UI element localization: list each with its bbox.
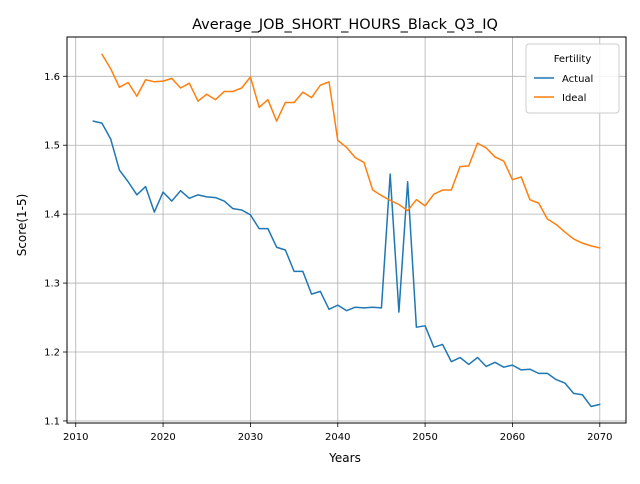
- y-tick-label: 1.3: [44, 279, 60, 290]
- legend-box: [525, 43, 620, 114]
- legend-label-ideal: Ideal: [562, 93, 586, 104]
- legend: Fertility Actual Ideal: [525, 43, 620, 114]
- y-tick-label: 1.2: [44, 348, 60, 359]
- series-line-ideal: [101, 53, 601, 249]
- y-tick-label: 1.1: [44, 416, 60, 427]
- legend-title: Fertility: [554, 54, 592, 65]
- y-axis-label: Score(1-5): [15, 194, 29, 257]
- plot-area-frame: [66, 36, 627, 424]
- x-tick-label: 2040: [325, 432, 350, 443]
- x-axis-label: Years: [328, 451, 361, 465]
- x-tick-label: 2070: [587, 432, 612, 443]
- y-tick-label: 1.6: [44, 72, 60, 83]
- y-tick-label: 1.5: [44, 141, 60, 152]
- x-tick-label: 2020: [150, 432, 175, 443]
- y-tick-label: 1.4: [44, 210, 60, 221]
- x-tick-label: 2030: [238, 432, 263, 443]
- x-tick-label: 2060: [500, 432, 525, 443]
- series-line-actual: [92, 120, 601, 408]
- x-tick-label: 2050: [412, 432, 437, 443]
- legend-label-actual: Actual: [562, 74, 593, 85]
- x-tick-label: 2010: [63, 432, 88, 443]
- chart-title: Average_JOB_SHORT_HOURS_Black_Q3_IQ: [192, 17, 498, 33]
